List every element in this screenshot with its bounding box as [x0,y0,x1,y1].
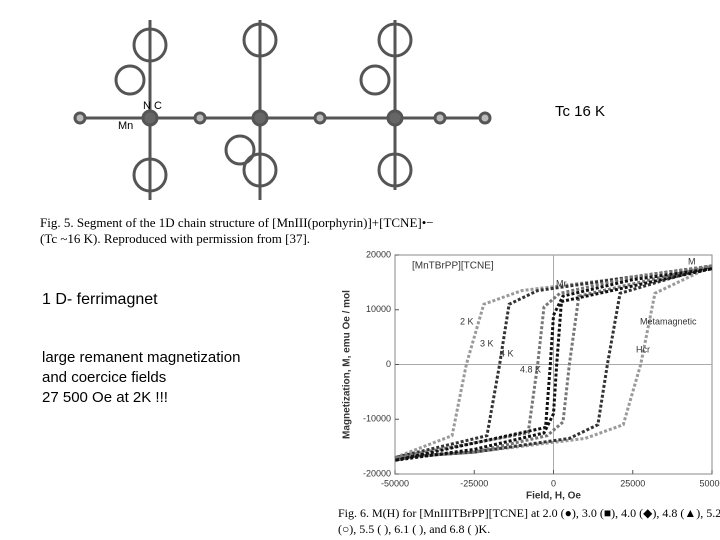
x-tick-label: 25000 [620,478,645,488]
hysteresis-loop [394,267,713,462]
y-tick-label: -10000 [363,414,391,424]
y-tick-label: 10000 [366,304,391,314]
x-axis-title: Field, H, Oe [526,491,581,502]
annotation: 3 K [480,338,494,348]
body-line: 27 500 Oe at 2K !!! [42,389,168,406]
caption: Fig. 5. Segment of the 1D chain structur… [40,215,434,230]
x-tick-label: -50000 [381,478,409,488]
annotation: 4.8 K [520,364,541,374]
caption: (○), 5.5 ( ), 6.1 ( ), and 6.8 ( )K. [338,522,490,536]
chart: -50000 -25000 0 25000 50000 -20000 -10000 0 1000… [342,249,720,501]
annotation: 2 K [460,316,474,326]
slide-title: Tc 16 K [555,103,605,120]
chart-title: [MnTBrPP][TCNE] [412,261,494,272]
x-tick-label: 0 [551,478,556,488]
heading: 1 D- ferrimagnet [42,291,158,308]
structure-label: Mn [118,120,133,132]
body-line: and coercice fields [42,369,166,386]
y-axis-title: Magnetization, M, emu Oe / mol [342,290,353,439]
annotation: Metamagnetic [640,316,697,326]
body-line: large remanent magnetization [42,349,240,366]
x-tick-label: -25000 [460,478,488,488]
annotation: Mr [556,278,567,288]
y-tick-label: 0 [386,359,391,369]
caption: Fig. 6. M(H) for [MnIIITBrPP][TCNE] at 2… [338,506,720,520]
caption: (Tc ~16 K). Reproduced with permission f… [40,231,310,246]
hysteresis-loop [394,264,713,460]
structure-drawing [73,20,492,200]
annotation: 4 K [500,348,514,358]
hysteresis-loop [394,264,713,460]
x-tick-label: 50000 [699,478,720,488]
annotation: Hcr [636,344,650,354]
structure-label: N C [143,100,162,112]
hysteresis-loop [394,264,713,460]
y-tick-label: 20000 [366,249,391,259]
annotation: M [688,256,696,266]
y-tick-label: -20000 [363,468,391,478]
